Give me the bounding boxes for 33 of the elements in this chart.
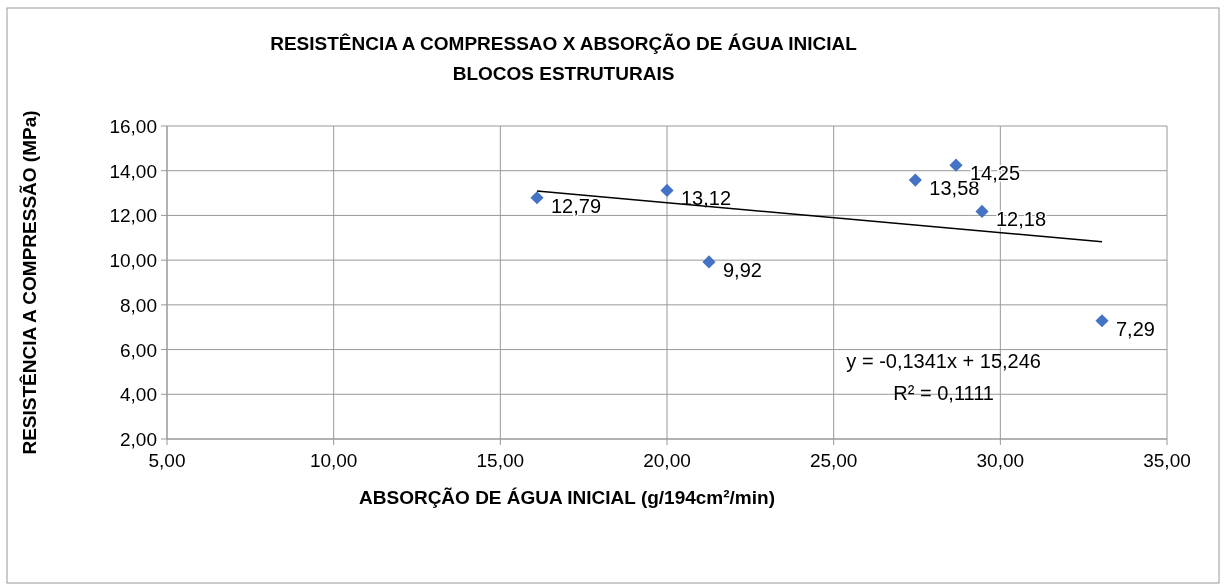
data-label: 13,12: [681, 187, 732, 210]
point: [975, 204, 989, 218]
x-tick-label: 10,00: [309, 450, 358, 471]
annotation: y = -0,1341x + 15,246: [846, 349, 1041, 372]
point: [1095, 314, 1109, 328]
x-axis-title: ABSORÇÃO DE ÁGUA INICIAL (g/194cm²/min): [359, 487, 775, 508]
y-tick-label: 4,00: [120, 384, 157, 406]
x-tick-label: 15,00: [476, 450, 525, 471]
x-tick-label: 25,00: [809, 450, 858, 471]
chart-title: RESISTÊNCIA A COMPRESSAO X ABSORÇÃO DE ÁGUA INICIAL: [270, 33, 858, 54]
data-label: 12,18: [996, 208, 1047, 231]
point: [908, 173, 922, 187]
data-label: 7,29: [1116, 317, 1155, 340]
annotation: R² = 0,1111: [893, 381, 994, 404]
y-tick-label: 10,00: [109, 250, 157, 272]
point: [660, 183, 674, 197]
y-axis-title: RESISTÊNCIA A COMPRESSÃO (MPa): [19, 110, 40, 455]
y-tick-label: 6,00: [120, 339, 157, 361]
point: [702, 255, 716, 269]
data-label: 9,92: [723, 258, 762, 281]
y-tick-label: 16,00: [109, 116, 157, 137]
y-tick-label: 12,00: [109, 205, 157, 227]
y-tick-label: 14,00: [109, 160, 157, 182]
x-tick-label: 35,00: [1143, 450, 1191, 471]
x-tick-label: 20,00: [643, 450, 691, 471]
point: [949, 158, 963, 172]
chart-subtitle: BLOCOS ESTRUTURAIS: [452, 63, 675, 84]
y-tick-label: 2,00: [120, 429, 157, 450]
x-tick-label: 30,00: [976, 450, 1025, 471]
y-tick-label: 8,00: [120, 294, 157, 316]
point: [530, 191, 544, 205]
data-label: 12,79: [551, 194, 602, 217]
x-tick-label: 5,00: [148, 450, 186, 471]
